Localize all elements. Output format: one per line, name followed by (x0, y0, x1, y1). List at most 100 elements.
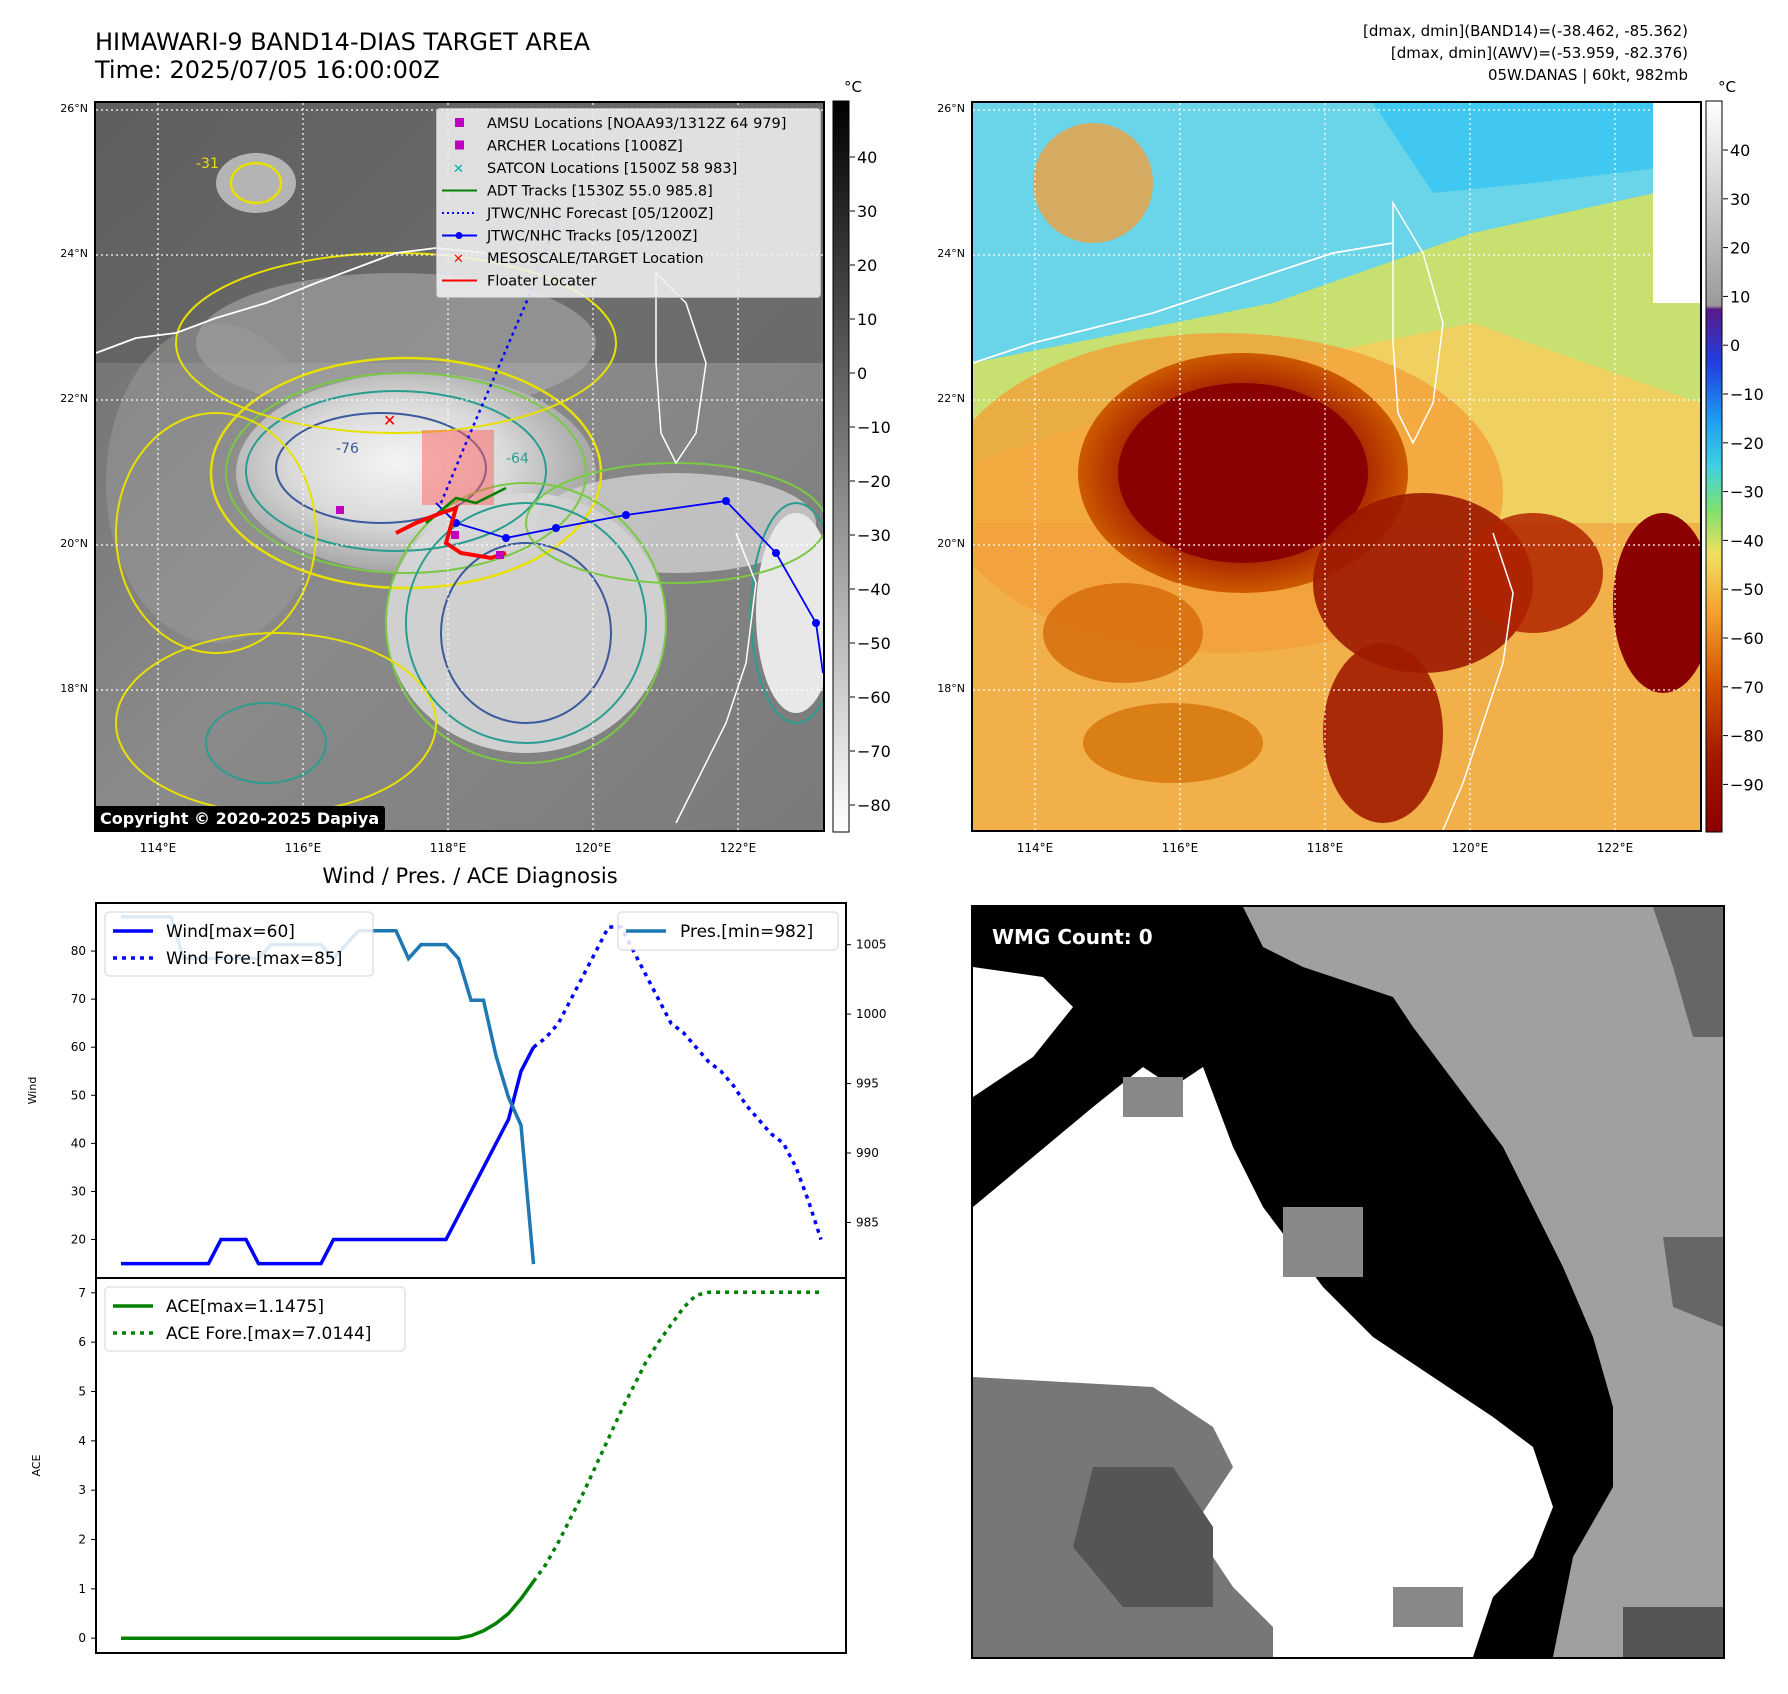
left-map-lon-label: 116°E (285, 841, 322, 855)
chart-title: Wind / Pres. / ACE Diagnosis (322, 864, 618, 888)
left-colorbar-tick-label: 10 (857, 310, 877, 329)
right-colorbar-tick-label: −90 (1730, 775, 1764, 794)
ace-legend-label: ACE[max=1.1475] (166, 1297, 324, 1317)
right-colorbar-tick-label: −10 (1730, 385, 1764, 404)
ace-dotted-line (532, 1290, 821, 1583)
right-colorbar-tick-label: −30 (1730, 483, 1764, 502)
left-colorbar-tick-label: 30 (857, 202, 877, 221)
wind-ytick-label: 80 (71, 944, 86, 958)
ace-solid-line (121, 1580, 535, 1640)
right-colorbar-tick-label: 10 (1730, 287, 1750, 306)
ace-ytick-label: 0 (78, 1631, 86, 1645)
right-colorbar-tick-label: −80 (1730, 727, 1764, 746)
ace-legend-label: ACE Fore.[max=7.0144] (166, 1324, 371, 1344)
contour-label-64: -64 (506, 451, 529, 467)
right-map-lon-label: 118°E (1307, 841, 1344, 855)
right-map-lon-label: 122°E (1597, 841, 1634, 855)
ace-ytick-label: 1 (78, 1582, 86, 1596)
right-map-lat-label: 26°N (937, 102, 965, 115)
ace-ytick-label: 4 (78, 1434, 86, 1448)
right-map-lon-label: 114°E (1017, 841, 1054, 855)
info-line1: [dmax, dmin](BAND14)=(-38.462, -85.362) (1363, 22, 1688, 40)
left-colorbar-tick-label: −50 (857, 634, 891, 653)
left-colorbar-tick-label: −30 (857, 526, 891, 545)
ace-legend-box (104, 1286, 406, 1352)
left-colorbar-tick-label: −70 (857, 742, 891, 761)
left-map-lat-label: 20°N (60, 537, 88, 550)
diagnosis-charts: 2030405060708098599099510001005WindPress… (26, 902, 887, 1654)
legend-entry: ✕ MESOSCALE/TARGET Location (453, 251, 704, 267)
left-colorbar-tick-label: −60 (857, 688, 891, 707)
right-map-lat-label: 20°N (937, 537, 965, 550)
copyright-label: Copyright © 2020-2025 Dapiya (94, 806, 386, 831)
contour-label-31: -31 (196, 156, 219, 172)
legend-marker-dot (455, 232, 463, 239)
wmg-panel (971, 905, 1725, 1659)
contour-label-76: -76 (336, 441, 359, 457)
wind-ytick-label: 30 (71, 1184, 86, 1198)
legend-marker-x: ✕ (453, 162, 464, 177)
left-map-lat-label: 26°N (60, 102, 88, 115)
right-colorbar-tick-label: −40 (1730, 531, 1764, 550)
awv-colorbar (1705, 100, 1723, 833)
legend-label: MESOSCALE/TARGET Location (487, 251, 704, 267)
left-colorbar-tick-label: −40 (857, 580, 891, 599)
legend-label: JTWC/NHC Forecast [05/1200Z] (486, 206, 713, 222)
right-map-lat-label: 18°N (937, 682, 965, 695)
ace-ytick-label: 5 (78, 1384, 86, 1398)
left-map-lon-label: 122°E (720, 841, 757, 855)
right-colorbar-tick-label: −70 (1730, 678, 1764, 697)
left-colorbar-tick-label: −20 (857, 472, 891, 491)
left-colorbar-tick-label: −80 (857, 796, 891, 815)
legend-marker-square (455, 118, 464, 127)
pressure-legend-label: Pres.[min=982] (680, 922, 813, 942)
legend-label: JTWC/NHC Tracks [05/1200Z] (486, 229, 698, 245)
ace-ytick-label: 6 (78, 1335, 86, 1349)
wmg-count-label: WMG Count: 0 (992, 925, 1153, 949)
wmg-imagery (973, 907, 1723, 1657)
wind-legend-box (104, 911, 374, 977)
figure-title-line1: HIMAWARI-9 BAND14-DIAS TARGET AREA (95, 28, 591, 56)
legend-entry: AMSU Locations [NOAA93/1312Z 64 979] (455, 116, 786, 132)
ace-ylabel: ACE (30, 1454, 43, 1476)
ir-colorbar (832, 100, 850, 833)
legend-label: ADT Tracks [1530Z 55.0 985.8] (487, 184, 713, 200)
map-legend-svg: AMSU Locations [NOAA93/1312Z 64 979] ARCH… (442, 116, 786, 290)
right-map-lat-label: 22°N (937, 392, 965, 405)
ace-ytick-label: 2 (78, 1533, 86, 1547)
legend-entry: JTWC/NHC Tracks [05/1200Z] (442, 229, 698, 245)
right-map-lon-label: 120°E (1452, 841, 1489, 855)
legend-entry: Floater Locater (442, 274, 596, 290)
wind-ylabel: Wind (26, 1077, 39, 1105)
wind-ytick-label: 40 (71, 1136, 86, 1150)
pressure-legend-box (617, 911, 839, 951)
legend-label: ARCHER Locations [1008Z] (487, 139, 683, 155)
left-colorbar-tick-label: 20 (857, 256, 877, 275)
wind-legend-label: Wind Fore.[max=85] (166, 949, 342, 969)
awv-map-imagery (973, 103, 1700, 830)
series-dotted-line (532, 925, 823, 1241)
pressure-ytick-label: 995 (856, 1077, 879, 1091)
left-map-lon-label: 114°E (140, 841, 177, 855)
ace-chart-frame (95, 1277, 847, 1654)
right-colorbar-tick-label: 30 (1730, 190, 1750, 209)
info-line3: 05W.DANAS | 60kt, 982mb (1487, 66, 1688, 84)
left-map-lat-label: 18°N (60, 682, 88, 695)
info-line2: [dmax, dmin](AWV)=(-53.959, -82.376) (1390, 44, 1688, 62)
legend-marker-square (455, 140, 464, 150)
awv-map-panel (971, 101, 1702, 832)
legend-label: AMSU Locations [NOAA93/1312Z 64 979] (487, 116, 786, 132)
right-map-lat-label: 24°N (937, 247, 965, 260)
right-map-lon-label: 116°E (1162, 841, 1199, 855)
right-colorbar-tick-label: −60 (1730, 629, 1764, 648)
right-colorbar-tick-label: −20 (1730, 434, 1764, 453)
left-map-lon-label: 118°E (430, 841, 467, 855)
right-colorbar-tick-label: 0 (1730, 336, 1740, 355)
right-colorbar-tick-label: 20 (1730, 239, 1750, 258)
svg-text:✕: ✕ (383, 411, 396, 430)
legend-entry: ADT Tracks [1530Z 55.0 985.8] (442, 184, 713, 200)
right-colorbar-tick-label: 40 (1730, 141, 1750, 160)
wind-ytick-label: 20 (71, 1233, 86, 1247)
legend-entry: ✕ SATCON Locations [1500Z 58 983] (453, 161, 737, 177)
wind-legend-label: Wind[max=60] (166, 922, 295, 942)
